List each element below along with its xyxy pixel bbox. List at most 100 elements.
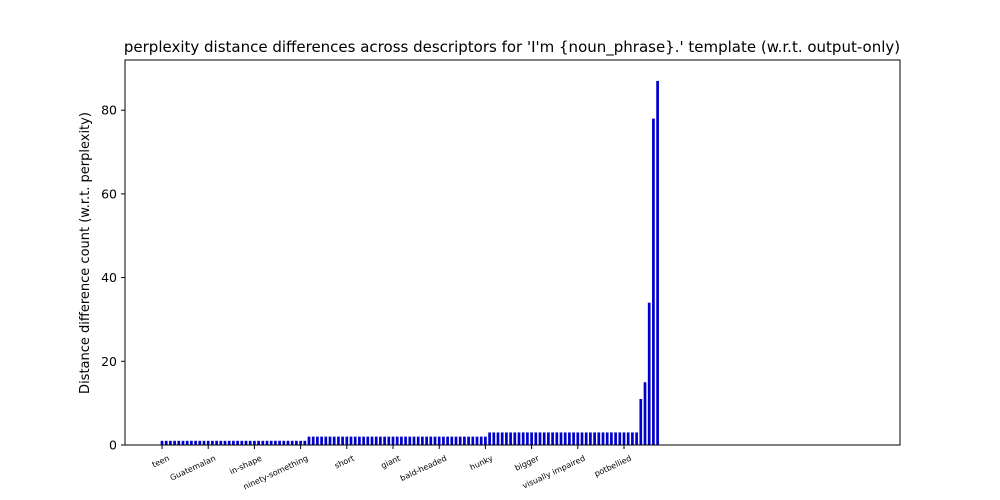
bar [488,432,491,445]
bar [345,436,349,445]
bar [433,436,437,445]
bar [257,440,260,445]
bar [362,436,365,445]
bar [232,440,235,445]
bar [446,436,449,445]
x-tick-label: bald-headed [399,454,448,483]
bar [593,432,596,445]
bar [568,432,571,445]
bar [421,436,424,445]
bar [542,432,546,445]
bar [425,436,428,445]
bar [492,432,496,445]
bar [471,436,475,445]
bar [639,398,643,445]
bar [244,440,248,445]
bar [332,436,336,445]
bar [206,440,210,445]
bar [324,436,328,445]
bar [437,436,441,445]
bar [526,432,529,445]
x-tick-label: short [333,454,355,471]
bar [227,440,231,445]
bar [631,432,634,445]
bar [496,432,500,445]
y-tick-label: 60 [101,186,117,201]
bar [391,436,395,445]
bar [358,436,361,445]
bar [349,436,353,445]
bar [517,432,521,445]
bar [290,440,294,445]
bar [458,436,462,445]
y-tick-label: 0 [109,438,117,453]
bar [311,436,315,445]
x-tick-label: bigger [513,453,541,472]
bar [559,432,563,445]
bar [572,432,575,445]
bar [379,436,382,445]
chart-title: perplexity distance differences across d… [124,38,900,57]
bar [652,118,655,445]
bar [177,440,181,445]
bar [404,436,407,445]
bar [303,440,307,445]
bar [555,432,559,445]
bar [635,432,638,445]
bar [370,436,374,445]
bar [286,440,290,445]
bar [400,436,403,445]
bar [341,436,344,445]
bar [505,432,508,445]
bar [223,440,227,445]
bar [269,440,273,445]
bar [320,436,323,445]
bar [164,440,168,445]
bar [597,432,601,445]
bar [551,432,554,445]
x-tick-label: hunky [468,454,494,473]
bar [240,440,244,445]
bar [479,436,483,445]
bar [643,382,647,445]
bar [299,440,302,445]
bar [202,440,206,445]
bar [328,436,332,445]
bar [563,432,567,445]
bar [307,436,311,445]
bar [215,440,218,445]
bar [513,432,517,445]
bar [534,432,538,445]
bar [190,440,193,445]
y-tick-label: 80 [101,103,117,118]
bar [589,432,592,445]
bar [374,436,378,445]
bar [580,432,584,445]
x-tick-label: potbellied [593,454,633,479]
x-tick-label: teen [151,454,171,470]
bar [622,432,626,445]
bar [160,440,164,445]
y-tick-label: 20 [101,354,117,369]
bar [282,440,286,445]
bar [253,440,256,445]
plot-frame [124,59,901,446]
bar [316,436,319,445]
bars-group [160,80,659,446]
bar [450,436,454,445]
bar [475,436,479,445]
bar [169,440,172,445]
bar [395,436,399,445]
bar [412,436,416,445]
bar [236,440,239,445]
bar [656,80,659,446]
bar [387,436,391,445]
bar [429,436,433,445]
y-tick-label: 40 [101,270,117,285]
x-tick-label: Guatemalan [169,454,217,483]
y-axis-ticks: 0 20 40 60 80 [101,103,125,453]
bar [383,436,386,445]
bar [538,432,542,445]
y-axis-label: Distance difference count (w.r.t. perple… [78,112,93,394]
